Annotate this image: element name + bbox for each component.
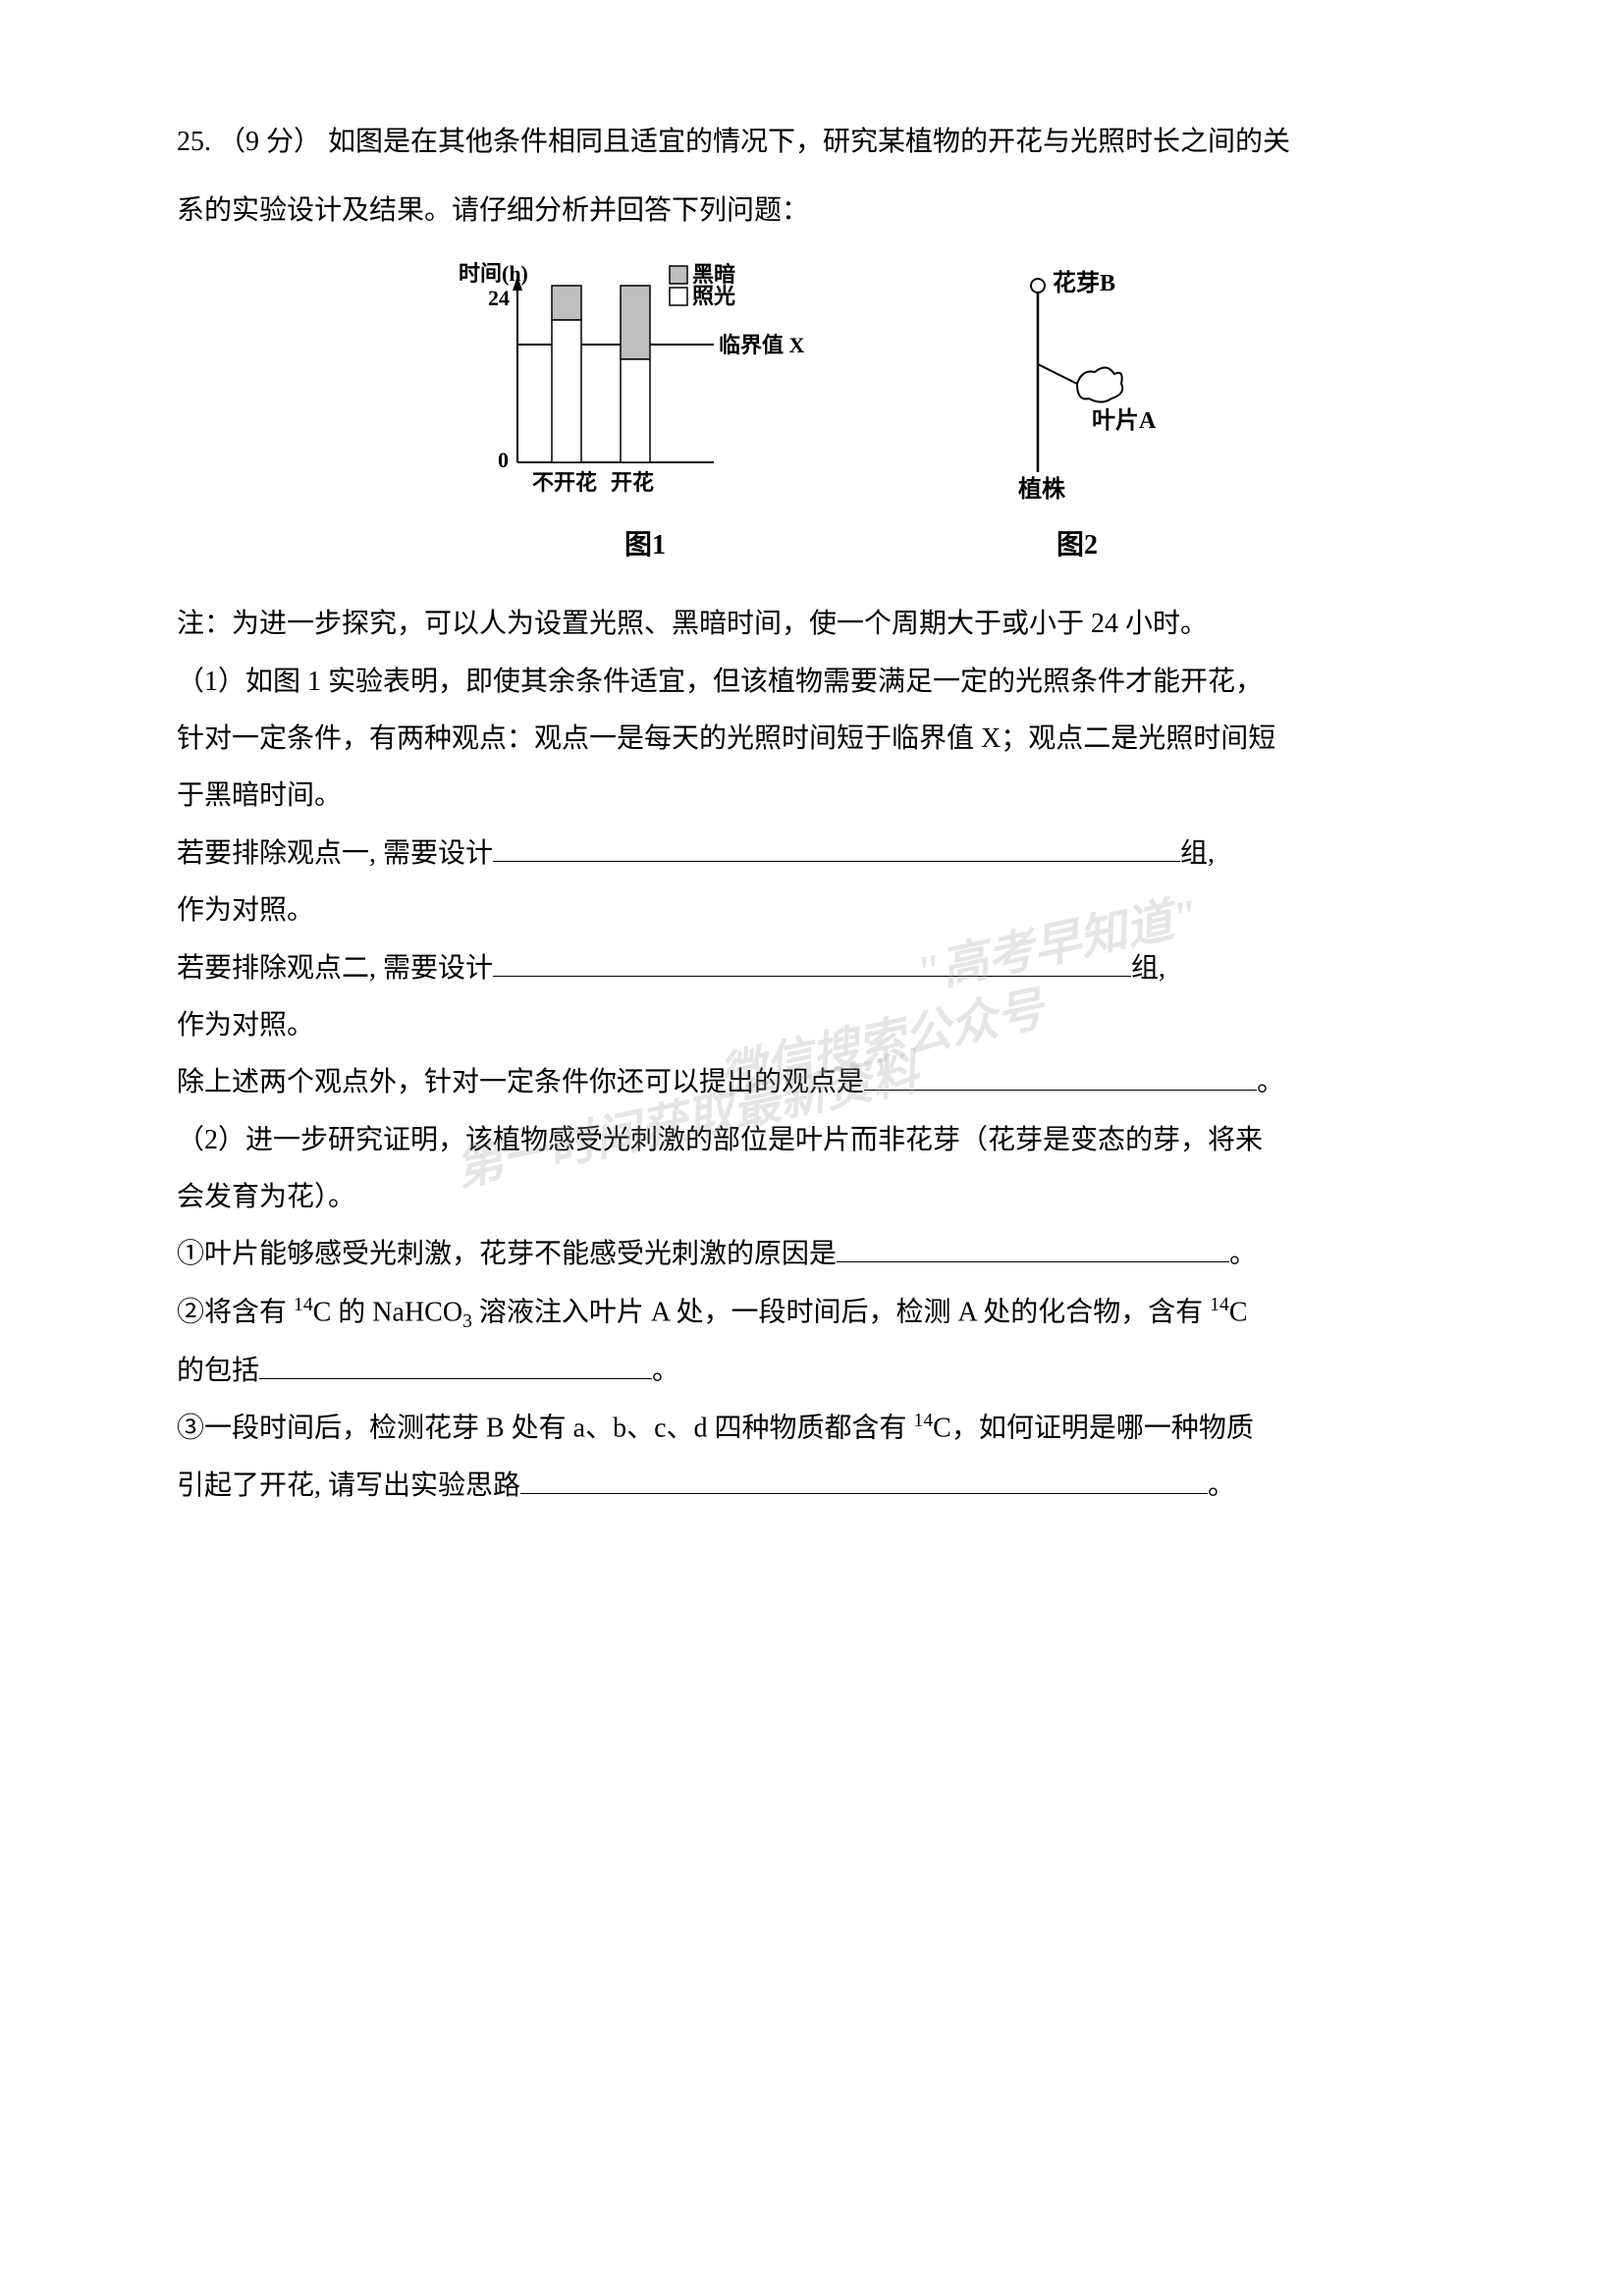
sub2-line1: ②将含有 14C 的 NaHCO3 溶液注入叶片 A 处，一段时间后，检测 A … — [177, 1288, 1447, 1339]
y-axis-label: 时间(h) — [459, 261, 528, 286]
exclude2-line: 若要排除观点二, 需要设计 组, — [177, 944, 1447, 993]
sub2-isotope: 14 — [294, 1295, 313, 1315]
part1-line2: 针对一定条件，有两种观点：观点一是每天的光照时间短于临界值 X；观点二是光照时间… — [177, 715, 1447, 764]
sub2-line2-prefix: 的包括 — [177, 1356, 259, 1386]
leaf-label: 叶片A — [1092, 407, 1157, 434]
sub2-element: C — [313, 1297, 332, 1327]
part2-line1: （2）进一步研究证明，该植物感受光刺激的部位是叶片而非花芽（花芽是变态的芽，将来 — [177, 1116, 1447, 1165]
additional-suffix: 。 — [1257, 1067, 1284, 1097]
bud-label: 花芽B — [1053, 270, 1115, 296]
blank-additional — [864, 1090, 1257, 1091]
exclude1-suffix: 组, — [1180, 838, 1215, 869]
blank-sub3 — [520, 1493, 1208, 1494]
diagram-1-svg: 时间(h) 24 0 临界值 X 黑暗 照光 不开花 开花 — [439, 256, 851, 511]
note-text: 注：为进一步探究，可以人为设置光照、黑暗时间，使一个周期大于或小于 24 小时。 — [177, 600, 1447, 649]
diagram-2-svg: 花芽B 叶片A 植株 — [969, 256, 1185, 511]
sub2-line2-suffix: 。 — [652, 1356, 679, 1386]
question-points: （9 分） — [218, 127, 321, 157]
sub3-line2-suffix: 。 — [1208, 1470, 1235, 1501]
sub2-part3: 溶液注入叶片 A 处，一段时间后，检测 A 处的化合物，含有 — [472, 1297, 1210, 1327]
exclude2-suffix: 组, — [1131, 953, 1165, 984]
exclude1-prefix: 若要排除观点一, 需要设计 — [177, 838, 493, 869]
sub2-isotope2: 14 — [1210, 1295, 1229, 1315]
y-max-label: 24 — [488, 286, 510, 310]
additional-prefix: 除上述两个观点外，针对一定条件你还可以提出的观点是 — [177, 1067, 864, 1097]
sub2-part2: 的 NaHCO — [331, 1297, 462, 1327]
blank-exclude2 — [493, 976, 1131, 977]
bar1-label: 不开花 — [532, 470, 597, 495]
threshold-label: 临界值 X — [719, 333, 805, 357]
page-content: "高考早知道" 微信搜索公众号 第一时间获取最新资料 25. （9 分） 如图是… — [177, 118, 1447, 1512]
legend-light: 照光 — [692, 284, 735, 308]
question-header: 25. （9 分） 如图是在其他条件相同且适宜的情况下，研究某植物的开花与光照时… — [177, 118, 1447, 167]
sub3-isotope: 14 — [914, 1411, 934, 1431]
blank-sub2 — [259, 1378, 652, 1379]
sub2-element2: C — [1229, 1297, 1248, 1327]
y-min-label: 0 — [498, 448, 509, 472]
sub3-line1: ③一段时间后，检测花芽 B 处有 a、b、c、d 四种物质都含有 14C，如何证… — [177, 1404, 1447, 1454]
sub1-line: ①叶片能够感受光刺激，花芽不能感受光刺激的原因是 。 — [177, 1230, 1447, 1279]
sub3-line2: 引起了开花, 请写出实验思路 。 — [177, 1462, 1447, 1511]
sub3-part2: ，如何证明是哪一种物质 — [951, 1414, 1254, 1444]
blank-exclude1 — [493, 861, 1180, 862]
sub3-line2-prefix: 引起了开花, 请写出实验思路 — [177, 1470, 520, 1501]
diagram-2: 花芽B 叶片A 植株 图2 — [969, 256, 1185, 570]
question-intro-line2: 系的实验设计及结果。请仔细分析并回答下列问题： — [177, 187, 1447, 236]
part2-line2: 会发育为花）。 — [177, 1173, 1447, 1222]
sub3-element: C — [933, 1414, 951, 1444]
sub1-suffix: 。 — [1229, 1239, 1257, 1269]
question-number: 25. — [177, 127, 211, 157]
sub2-line2: 的包括 。 — [177, 1347, 1447, 1396]
diagram-1-caption: 图1 — [624, 521, 666, 570]
question-intro-line1: 如图是在其他条件相同且适宜的情况下，研究某植物的开花与光照时长之间的关 — [328, 127, 1290, 157]
plant-label: 植株 — [1018, 475, 1066, 503]
exclude1-line: 若要排除观点一, 需要设计 组, — [177, 829, 1447, 879]
part1-line1: （1）如图 1 实验表明，即使其余条件适宜，但该植物需要满足一定的光照条件才能开… — [177, 658, 1447, 707]
sub2-subscript: 3 — [462, 1311, 472, 1332]
control2-text: 作为对照。 — [177, 1001, 1447, 1050]
additional-line: 除上述两个观点外，针对一定条件你还可以提出的观点是 。 — [177, 1058, 1447, 1107]
blank-sub1 — [837, 1261, 1229, 1262]
bar2-label: 开花 — [611, 470, 654, 495]
diagram-container: 时间(h) 24 0 临界值 X 黑暗 照光 不开花 开花 — [177, 256, 1447, 570]
exclude2-prefix: 若要排除观点二, 需要设计 — [177, 953, 493, 984]
diagram-2-caption: 图2 — [1056, 521, 1098, 570]
diagram-1: 时间(h) 24 0 临界值 X 黑暗 照光 不开花 开花 — [439, 256, 851, 570]
part1-line3: 于黑暗时间。 — [177, 772, 1447, 821]
sub2-part1: ②将含有 — [177, 1297, 294, 1327]
sub3-part1: ③一段时间后，检测花芽 B 处有 a、b、c、d 四种物质都含有 — [177, 1414, 914, 1444]
sub1-prefix: ①叶片能够感受光刺激，花芽不能感受光刺激的原因是 — [177, 1239, 837, 1269]
control1-text: 作为对照。 — [177, 886, 1447, 935]
